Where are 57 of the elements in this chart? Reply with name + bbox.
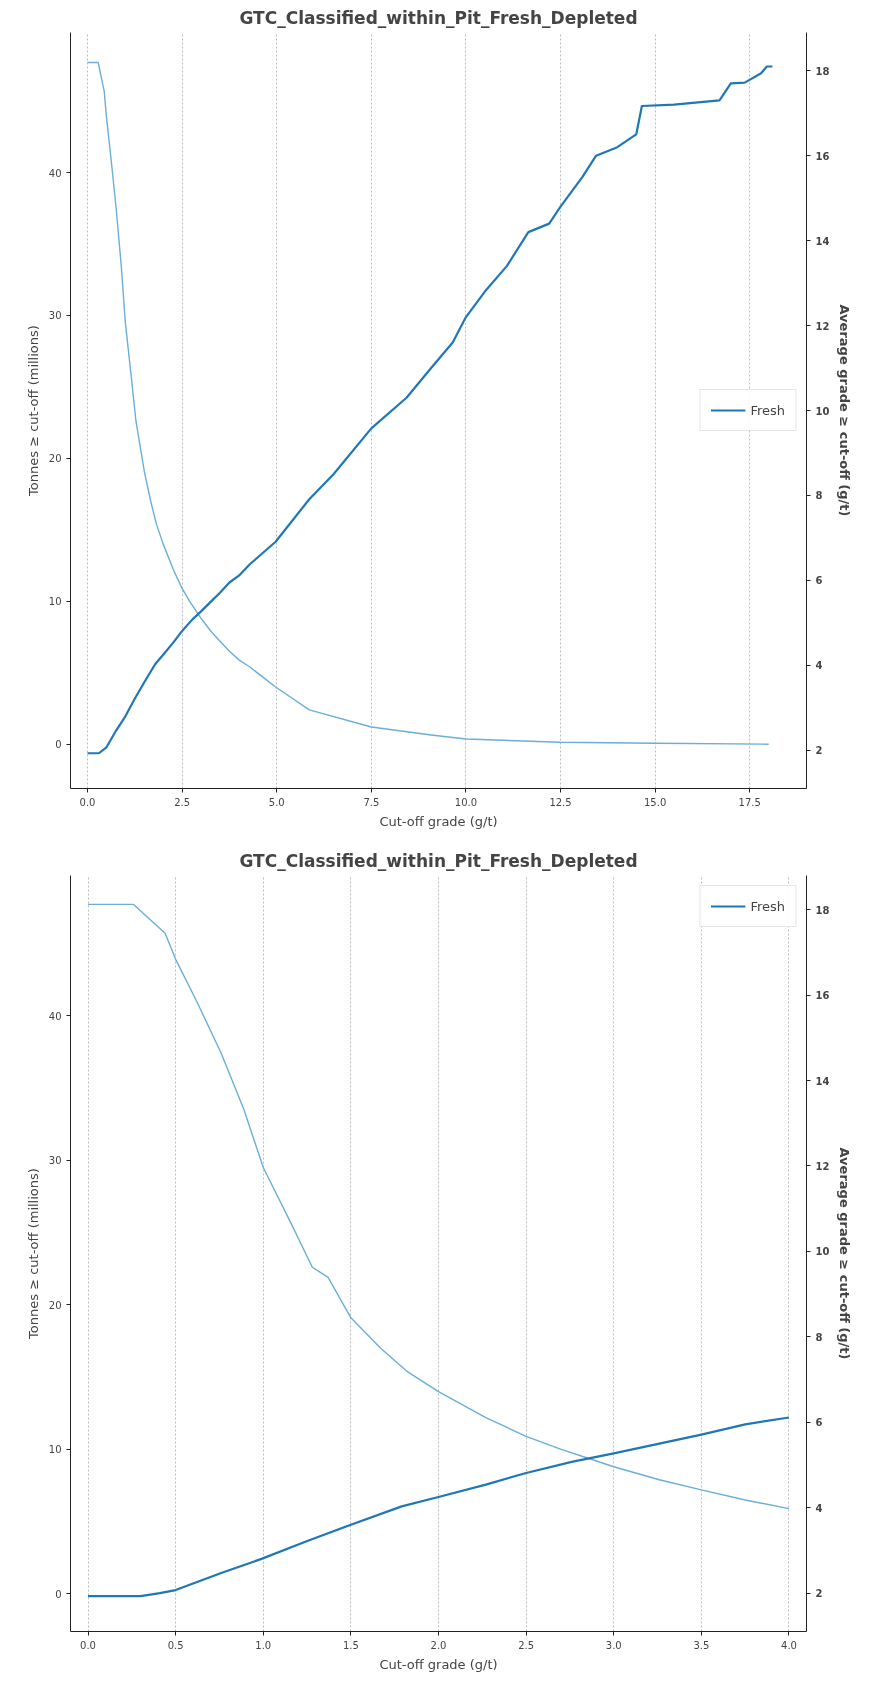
- x-tick-label: 3.5: [693, 1639, 710, 1651]
- x-tick-label: 3.0: [605, 1639, 622, 1651]
- y-tick-label: 0: [55, 1588, 62, 1600]
- y2-tick-label: 6: [815, 1417, 823, 1429]
- chart-title: GTC_Classified_within_Pit_Fresh_Depleted: [239, 850, 638, 871]
- y2-tick-label: 8: [815, 490, 823, 502]
- y2-axis-title: Average grade ≥ cut-off (g/t): [837, 304, 853, 517]
- line-series: [86, 1416, 791, 1598]
- y-tick-label: 0: [55, 739, 62, 751]
- y-tick-label: 40: [48, 167, 62, 179]
- y2-tick-label: 18: [815, 904, 830, 916]
- y2-tick-label: 4: [815, 1502, 823, 1514]
- y-tick-label: 10: [48, 596, 62, 608]
- y2-tick-label: 8: [815, 1331, 823, 1343]
- line-series: [87, 903, 790, 1510]
- x-tick-label: 0.5: [167, 1639, 184, 1651]
- y2-tick-label: 4: [815, 660, 823, 672]
- y2-tick-label: 10: [815, 405, 830, 417]
- y2-tick-label: 2: [815, 1588, 823, 1600]
- y-tick-label: 10: [48, 1444, 62, 1456]
- y-tick-label: 20: [48, 453, 62, 465]
- y-axis-title: Tonnes ≥ cut-off (millions): [25, 325, 41, 497]
- y-tick-label: 30: [48, 1155, 62, 1167]
- x-tick-label: 5.0: [268, 796, 285, 808]
- x-tick-label: 1.5: [342, 1639, 359, 1651]
- x-tick-label: 4.0: [781, 1639, 797, 1651]
- y2-axis-title: Average grade ≥ cut-off (g/t): [837, 1147, 853, 1360]
- y-tick-label: 30: [48, 310, 62, 322]
- y2-tick-label: 2: [815, 745, 823, 757]
- y2-tick-label: 6: [815, 575, 823, 587]
- x-tick-label: 17.5: [738, 796, 761, 808]
- legend-label: Fresh: [750, 402, 785, 418]
- y2-tick-label: 16: [815, 990, 830, 1002]
- x-tick-label: 2.5: [518, 1639, 535, 1651]
- x-tick-label: 1.0: [255, 1639, 272, 1651]
- y-tick-label: 20: [48, 1299, 62, 1311]
- y2-tick-label: 12: [815, 320, 830, 332]
- x-axis-title: Cut-off grade (g/t): [379, 813, 498, 829]
- y2-tick-label: 18: [815, 65, 830, 77]
- x-axis-title: Cut-off grade (g/t): [379, 1656, 498, 1672]
- x-tick-label: 2.0: [430, 1639, 447, 1651]
- y2-tick-label: 10: [815, 1246, 830, 1258]
- chart-title: GTC_Classified_within_Pit_Fresh_Depleted: [239, 7, 638, 28]
- x-tick-label: 0.0: [79, 796, 96, 808]
- legend-label: Fresh: [750, 898, 785, 914]
- y2-tick-label: 14: [815, 1075, 830, 1087]
- y2-tick-label: 12: [815, 1160, 830, 1172]
- y2-tick-label: 14: [815, 235, 830, 247]
- x-tick-label: 10.0: [454, 796, 478, 808]
- x-tick-label: 12.5: [549, 796, 572, 808]
- y-tick-label: 40: [48, 1010, 62, 1022]
- x-tick-label: 2.5: [174, 796, 191, 808]
- x-tick-label: 15.0: [644, 796, 667, 808]
- y2-tick-label: 16: [815, 150, 830, 162]
- y-axis-title: Tonnes ≥ cut-off (millions): [25, 1168, 41, 1340]
- x-tick-label: 0.0: [80, 1639, 96, 1651]
- x-tick-label: 7.5: [363, 796, 380, 808]
